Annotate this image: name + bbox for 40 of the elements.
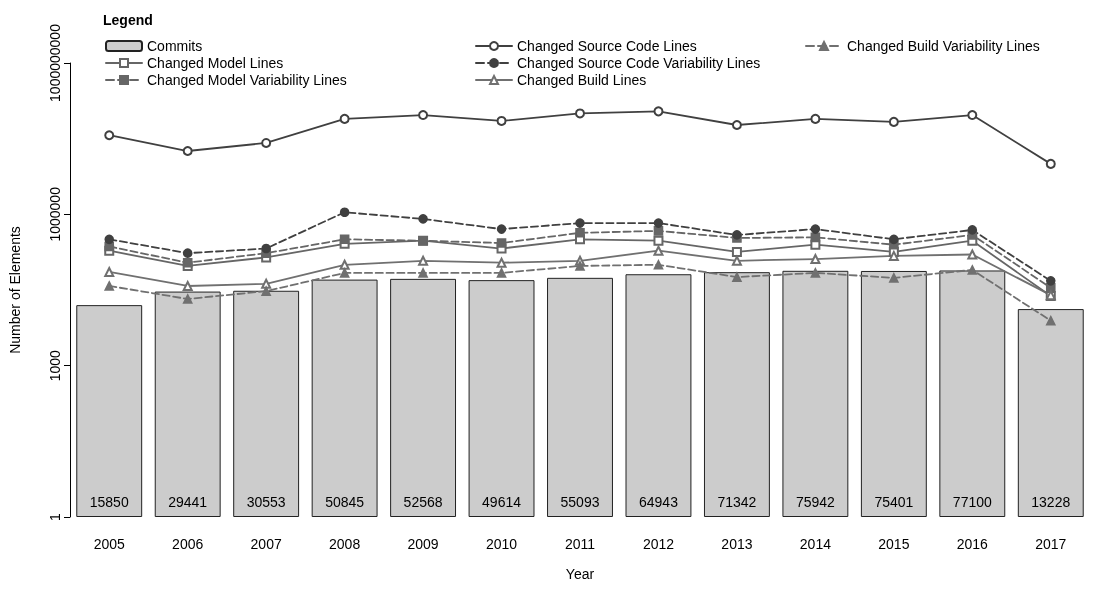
x-tick-label: 2006 [172,536,204,552]
x-tick-label: 2009 [407,536,439,552]
legend-label: Commits [147,38,203,54]
data-label: 71342 [717,494,757,510]
x-tick-label: 2012 [642,536,675,552]
legend-label: Changed Model Lines [147,55,284,71]
data-label: 64943 [638,494,679,510]
x-tick-label: 2015 [878,536,910,552]
y-tick-label: 1000000000 [47,23,63,102]
data-label: 29441 [168,494,208,510]
legend-label: Changed Build Lines [517,72,647,88]
data-label: 50845 [325,494,365,510]
y-tick-label: 1 [47,512,63,521]
data-label: 30553 [246,494,286,510]
x-tick-label: 2013 [721,536,753,552]
legend-label: Changed Build Variability Lines [847,38,1040,54]
y-tick-label: 1000000 [47,186,63,242]
data-label: 13228 [1031,494,1071,510]
data-label: 75942 [795,494,836,510]
x-tick-label: 2008 [329,536,361,552]
data-label: 55093 [560,494,600,510]
x-tick-label: 2016 [956,536,989,552]
x-tick-label: 2017 [1035,536,1067,552]
x-tick-label: 2011 [564,536,596,552]
x-tick-label: 2007 [250,536,282,552]
legend-label: Changed Source Code Variability Lines [517,55,761,71]
data-label: 52568 [403,494,443,510]
x-tick-label: 2014 [799,536,832,552]
y-axis-title: Number of Elements [7,226,23,354]
legend-label: Changed Model Variability Lines [147,72,347,88]
x-tick-label: 2010 [485,536,518,552]
data-label: 15850 [89,494,129,510]
legend-title: Legend [103,12,153,28]
data-label: 77100 [952,494,992,510]
y-tick-label: 1000 [47,349,63,382]
legend-label: Changed Source Code Lines [517,38,697,54]
data-label: 75401 [874,494,914,510]
x-tick-label: 2005 [93,536,126,552]
data-label: 49614 [482,494,522,510]
x-axis-title: Year [565,566,595,582]
